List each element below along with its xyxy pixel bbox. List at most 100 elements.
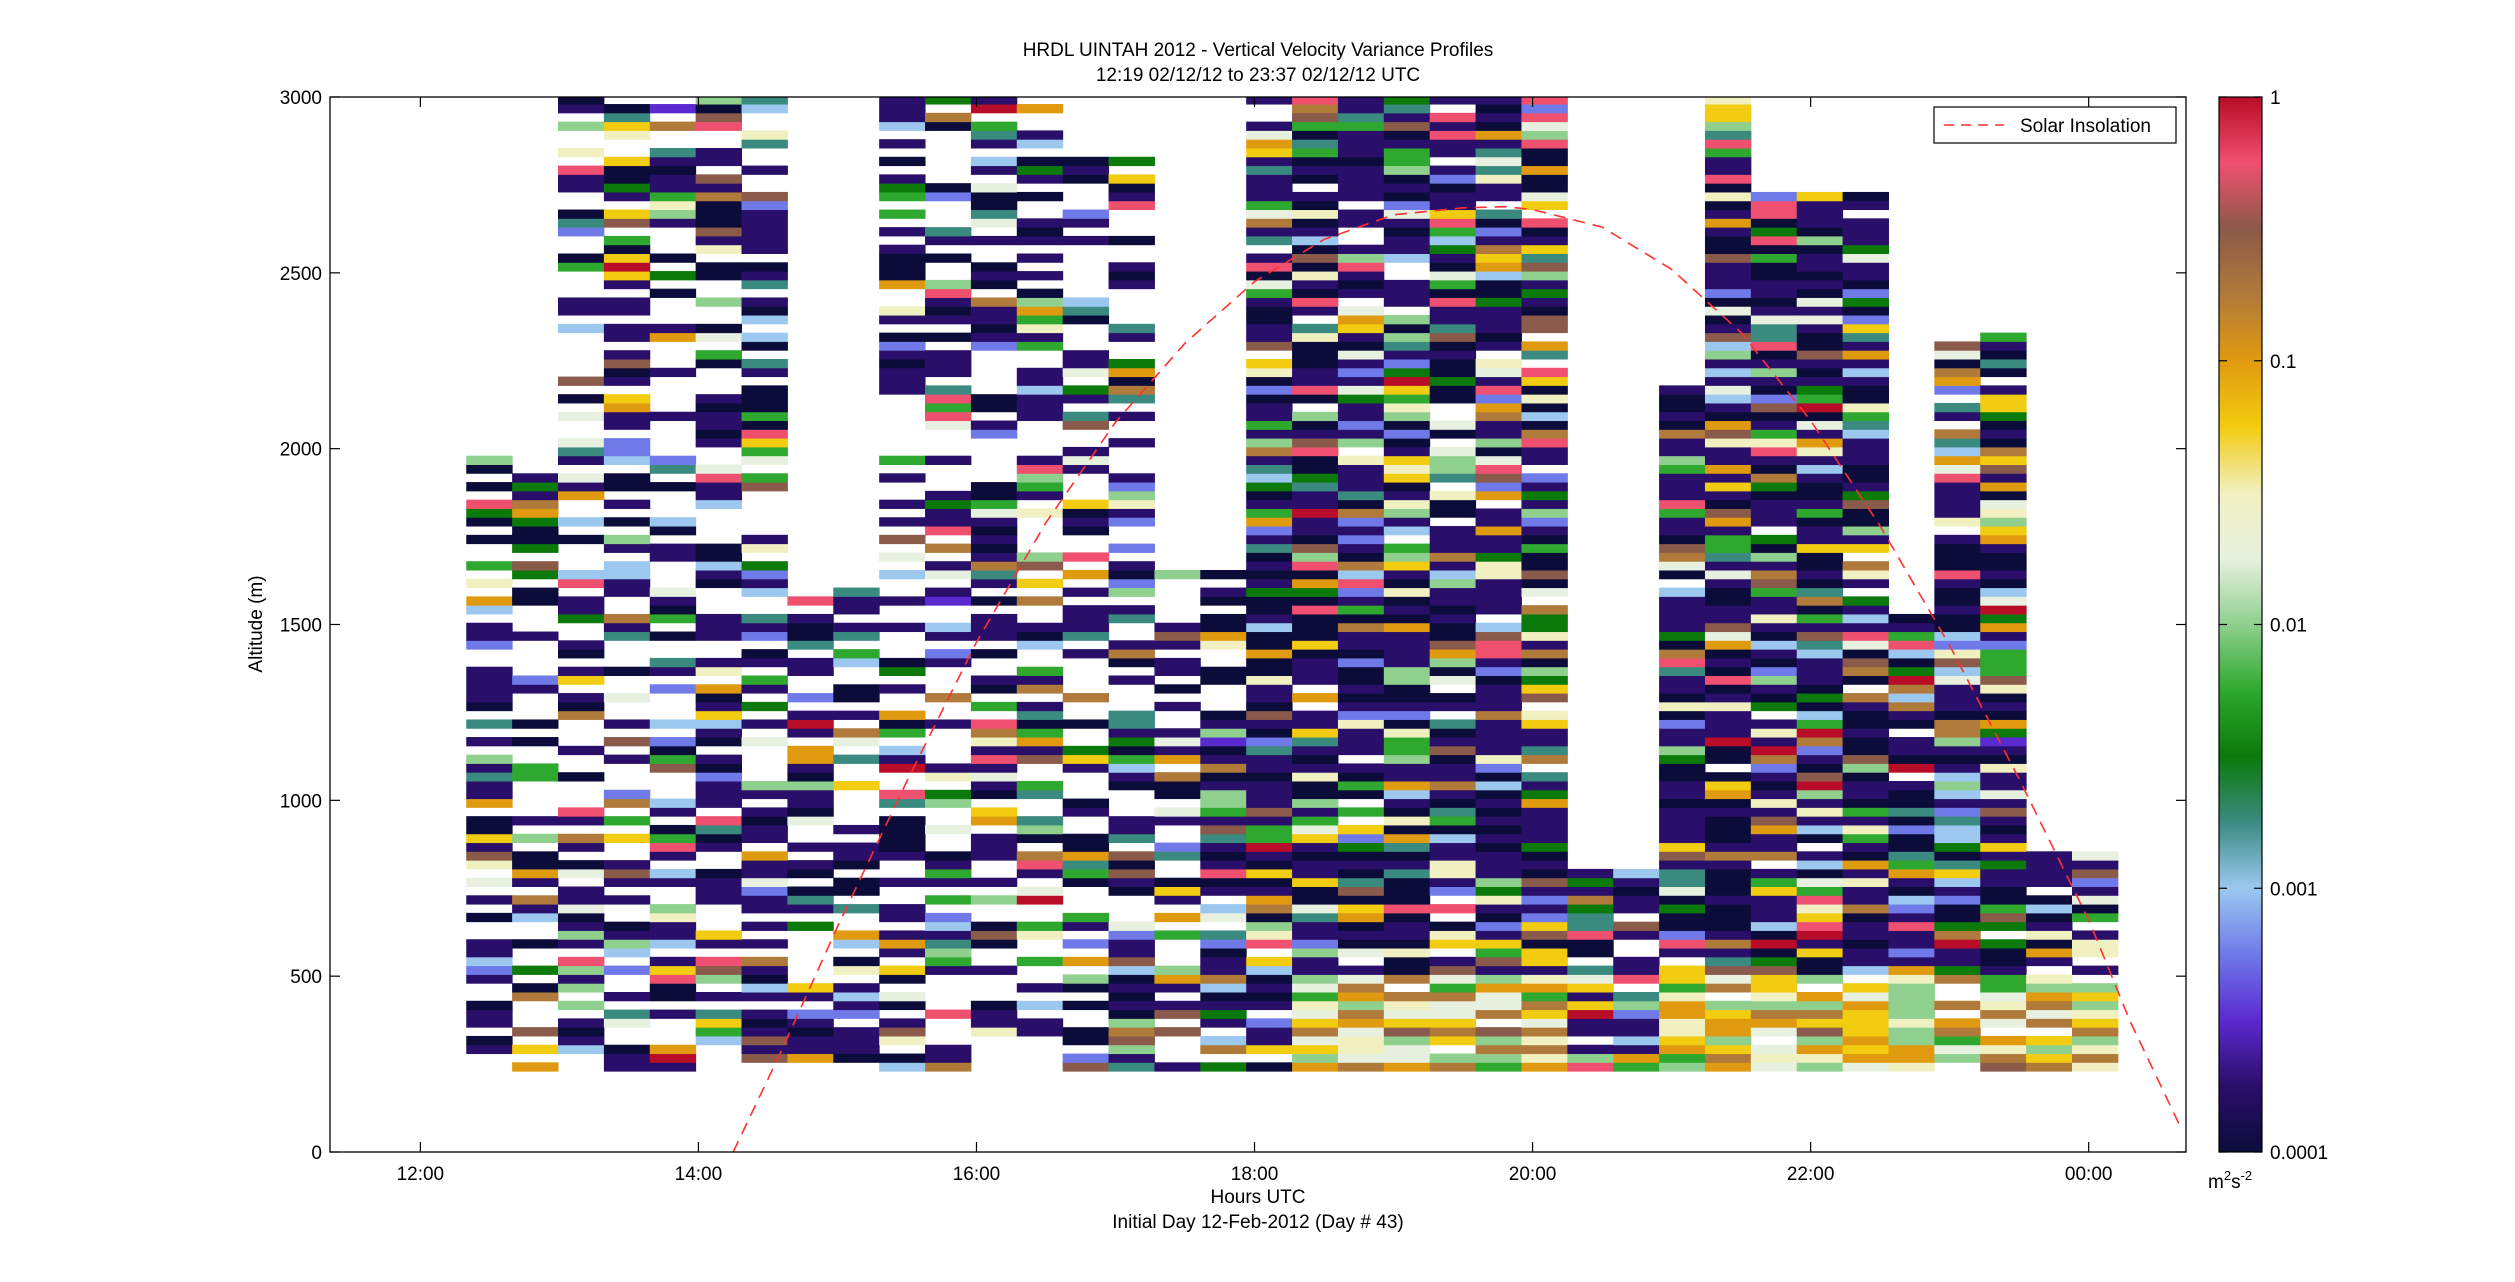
heatmap-cell [970, 807, 1018, 817]
heatmap-cell [1292, 543, 1339, 553]
heatmap-cell [1475, 297, 1522, 307]
heatmap-cell [1704, 253, 1752, 263]
heatmap-cell [833, 939, 880, 949]
heatmap-cell [558, 833, 605, 844]
heatmap-cell [1292, 341, 1339, 351]
heatmap-cell [1475, 209, 1522, 219]
heatmap-cell [1337, 578, 1385, 589]
heatmap-cell [1842, 332, 1889, 342]
heatmap-cell [1337, 789, 1385, 800]
heatmap-cell [1750, 218, 1798, 228]
heatmap-cell [512, 561, 559, 571]
heatmap-cell [1154, 877, 1201, 887]
heatmap-cell [2071, 1000, 2119, 1011]
heatmap-cell [1980, 332, 2027, 342]
heatmap-cell [970, 235, 1018, 246]
heatmap-cell [1016, 710, 1064, 720]
heatmap-cell [879, 534, 926, 545]
heatmap-cell [1475, 227, 1522, 237]
heatmap-cell [1016, 464, 1064, 474]
heatmap-cell [1659, 754, 1706, 764]
heatmap-cell [1383, 200, 1431, 211]
heatmap-cell [1475, 693, 1522, 703]
heatmap-cell [2026, 983, 2073, 993]
heatmap-cell [879, 367, 926, 378]
heatmap-cell [1521, 780, 1568, 791]
heatmap-cell [787, 640, 834, 650]
heatmap-cell [1704, 956, 1752, 967]
heatmap-cell [1521, 438, 1568, 448]
heatmap-cell [1383, 666, 1431, 676]
heatmap-cell [695, 262, 743, 272]
heatmap-cell [879, 904, 926, 914]
heatmap-cell [1475, 675, 1522, 685]
heatmap-cell [1108, 367, 1155, 378]
heatmap-cell [1429, 701, 1477, 712]
heatmap-cell [970, 97, 1018, 105]
heatmap-cell [1292, 517, 1339, 527]
heatmap-cell [1888, 1044, 1935, 1055]
heatmap-cell [1337, 464, 1385, 474]
heatmap-cell [1292, 807, 1339, 817]
y-tick-label: 0 [311, 1143, 322, 1164]
heatmap-cell [1062, 464, 1110, 474]
heatmap-cell [1796, 385, 1844, 395]
heatmap-cell [970, 728, 1018, 738]
heatmap-cell [1383, 411, 1431, 422]
heatmap-cell [1292, 147, 1339, 158]
heatmap-cell [603, 543, 651, 553]
heatmap-cell [512, 1044, 559, 1055]
heatmap-cell [1704, 482, 1752, 492]
heatmap-cell [1292, 97, 1339, 105]
heatmap-cell [1888, 737, 1935, 747]
heatmap-cell [1980, 904, 2027, 914]
heatmap-cell [925, 499, 972, 509]
heatmap-cell [1337, 587, 1385, 597]
heatmap-cell [1980, 385, 2027, 395]
heatmap-cell [695, 842, 743, 852]
heatmap-cell [1108, 517, 1155, 527]
heatmap-cell [1980, 816, 2027, 826]
heatmap-cell [1842, 930, 1889, 940]
heatmap-cell [1842, 438, 1889, 448]
heatmap-cell [1934, 1018, 1981, 1028]
heatmap-cell [970, 121, 1018, 131]
heatmap-cell [1980, 1018, 2027, 1028]
heatmap-cell [1383, 613, 1431, 624]
heatmap-cell [1659, 921, 1706, 931]
solar-curve-layer [732, 205, 2180, 1152]
heatmap-cell [741, 649, 788, 659]
heatmap-cell [1154, 930, 1201, 940]
heatmap-cell [1292, 737, 1339, 747]
heatmap-cell [833, 649, 880, 659]
heatmap-cell [1016, 921, 1064, 931]
heatmap-cell [695, 728, 743, 738]
heatmap-cell [1383, 367, 1431, 378]
y-tick-label: 1500 [280, 616, 322, 637]
heatmap-cell [603, 438, 651, 448]
heatmap-cell [1888, 763, 1935, 773]
heatmap-cell [1842, 921, 1889, 931]
heatmap-cell [879, 183, 926, 193]
heatmap-cell [1383, 464, 1431, 474]
heatmap-cell [649, 877, 697, 887]
heatmap-cell [1521, 297, 1568, 307]
heatmap-cell [1704, 948, 1752, 958]
heatmap-cell [1154, 965, 1201, 975]
heatmap-cell [695, 816, 743, 826]
heatmap-cell [879, 710, 926, 720]
y-tick-label: 3000 [280, 88, 322, 109]
heatmap-cell [1980, 587, 2027, 597]
heatmap-cell [1429, 227, 1477, 237]
heatmap-cell [1750, 569, 1798, 580]
heatmap-cell [1062, 499, 1110, 509]
heatmap-cell [1934, 877, 1981, 887]
heatmap-cell [603, 482, 651, 492]
heatmap-cell [1521, 402, 1568, 413]
heatmap-cell [649, 605, 697, 615]
heatmap-cell [1613, 991, 1660, 1002]
heatmap-cell [695, 684, 743, 694]
heatmap-cell [1246, 930, 1293, 940]
heatmap-cell [1704, 315, 1752, 325]
heatmap-cell [1521, 183, 1568, 193]
